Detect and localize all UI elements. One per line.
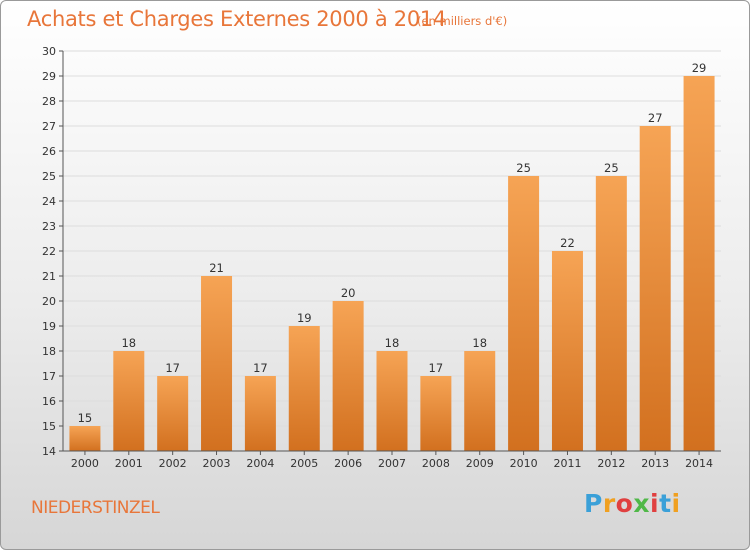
bar [420,376,452,451]
chart-title: Achats et Charges Externes 2000 à 2014 [27,7,447,31]
data-label: 27 [648,111,663,125]
y-tick-label: 24 [42,195,56,208]
bar [113,351,145,451]
data-label: 17 [253,361,268,375]
y-tick-label: 30 [42,45,56,58]
bar [332,301,364,451]
y-tick-label: 27 [42,120,56,133]
bar [464,351,496,451]
data-label: 25 [516,161,531,175]
data-label: 21 [209,261,224,275]
x-tick-label: 2007 [378,457,406,470]
data-label: 20 [341,286,356,300]
x-tick-label: 2008 [422,457,450,470]
logo-letter: x [633,489,650,518]
data-label: 18 [121,336,136,350]
axes: 14 15 16 17 18 19 20 21 22 23 24 25 26 27 28 29 30 2000 20… [42,45,721,470]
commune-name: NIEDERSTINZEL [31,498,160,518]
logo-letter: t [659,489,672,518]
data-label: 29 [692,61,707,75]
bar [639,126,671,451]
bar [595,176,627,451]
y-tick-label: 14 [42,445,56,458]
x-tick-label: 2005 [290,457,318,470]
y-tick-label: 19 [42,320,56,333]
chart-subtitle: (en milliers d'€) [417,14,508,28]
y-tick-label: 20 [42,295,56,308]
y-tick-label: 17 [42,370,56,383]
y-tick-label: 29 [42,70,56,83]
data-label: 22 [560,236,575,250]
logo-letter: o [615,489,634,518]
bars [69,76,715,451]
y-tick-label: 15 [42,420,56,433]
y-tick-label: 22 [42,245,56,258]
y-tick-label: 16 [42,395,56,408]
x-tick-label: 2009 [466,457,494,470]
bar [683,76,715,451]
data-label: 17 [429,361,444,375]
logo-letter: i [671,489,681,518]
data-label: 15 [78,411,93,425]
data-label: 25 [604,161,619,175]
data-label: 18 [385,336,400,350]
x-tick-label: 2006 [334,457,362,470]
data-label: 17 [165,361,180,375]
y-tick-label: 23 [42,220,56,233]
x-tick-label: 2003 [203,457,231,470]
logo-letter: r [602,489,616,518]
bar [157,376,189,451]
bar [376,351,408,451]
x-tick-label: 2010 [510,457,538,470]
data-label: 19 [297,311,312,325]
x-tick-label: 2000 [71,457,99,470]
data-label: 18 [472,336,487,350]
y-tick-label: 26 [42,145,56,158]
bar [551,251,583,451]
bar [201,276,233,451]
x-tick-label: 2001 [115,457,143,470]
x-tick-label: 2012 [597,457,625,470]
logo-letter: i [650,489,660,518]
x-tick-label: 2013 [641,457,669,470]
x-tick-label: 2004 [246,457,274,470]
y-tick-label: 25 [42,170,56,183]
logo-letter: P [584,489,603,518]
bar [508,176,540,451]
x-tick-label: 2002 [159,457,187,470]
y-tick-label: 21 [42,270,56,283]
data-labels: 15 18 17 21 17 19 20 18 17 18 25 22 25 27 29 [78,61,707,425]
x-tick-label: 2014 [685,457,713,470]
bar [69,426,101,451]
y-tick-label: 18 [42,345,56,358]
y-tick-label: 28 [42,95,56,108]
bar [244,376,276,451]
bar [288,326,320,451]
x-tick-label: 2011 [553,457,581,470]
proxiti-logo: Proxiti [584,489,681,518]
